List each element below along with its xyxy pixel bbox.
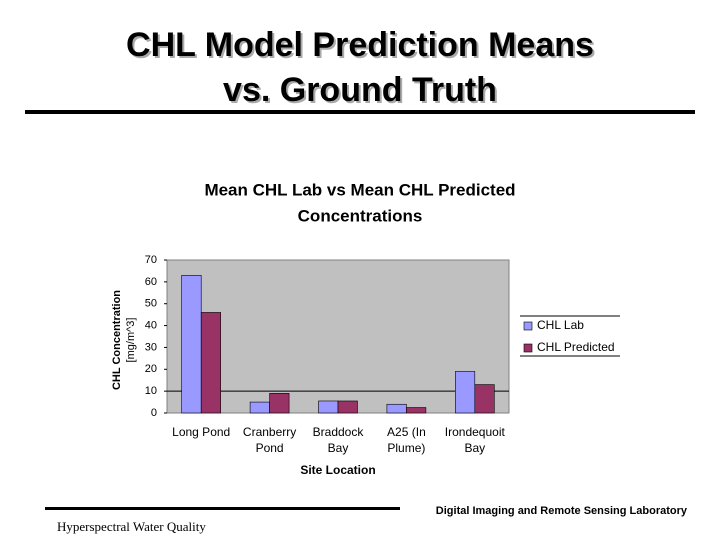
title-shadow: CHL Model Prediction Means [128,28,596,66]
plot-area [166,259,510,414]
bar [181,274,202,414]
bar [455,371,476,414]
x-tick-label: Bay [464,441,485,455]
x-tick-label: A25 (In [387,425,426,439]
bar [318,400,339,414]
lab-name: Digital Imaging and Remote Sensing Labor… [436,505,688,517]
bar [249,401,270,414]
x-tick-label: Long Pond [172,425,230,439]
x-tick-label: Pond [256,441,284,455]
footer-rule [45,507,400,510]
slide-title: CHL Model Prediction Means vs. Ground Tr… [126,26,596,111]
bar [406,407,427,414]
y-tick-label: 40 [145,319,157,331]
legend-label: CHL Predicted [537,340,615,354]
bar [337,400,358,414]
y-tick-label: 30 [145,341,157,353]
bar [200,312,221,414]
title-line: vs. Ground Truth [223,71,497,109]
title-shadow: vs. Ground Truth [225,73,499,111]
bar [269,393,290,414]
footer-text: Hyperspectral Water Quality [57,519,206,534]
y-tick-label: 60 [145,276,157,288]
title-line: CHL Model Prediction Means [126,26,594,64]
x-tick-label: Braddock [313,425,365,439]
y-tick-label: 70 [145,254,157,266]
x-tick-label: Bay [328,441,349,455]
y-axis-title-line: [mg/m^3] [125,318,137,363]
chart-title: Concentrations [298,206,423,225]
x-tick-label: Plume) [387,441,425,455]
x-tick-label: Irondequoit [445,425,506,439]
legend-swatch [523,321,533,331]
bar [474,384,495,414]
bar [386,403,407,414]
x-tick-label: Cranberry [243,425,296,439]
y-tick-label: 20 [145,363,157,375]
title-rule [25,110,695,114]
legend-label: CHL Lab [537,318,584,332]
chart-title: Mean CHL Lab vs Mean CHL Predicted [204,180,515,199]
y-axis-title: CHL Concentration [mg/m^3] [111,290,137,390]
y-tick-label: 10 [145,385,157,397]
y-tick-label: 0 [151,407,157,419]
y-tick-label: 50 [145,298,157,310]
legend-swatch [523,343,533,353]
y-axis-title-line: CHL Concentration [111,290,123,390]
x-axis-title: Site Location [300,463,375,477]
